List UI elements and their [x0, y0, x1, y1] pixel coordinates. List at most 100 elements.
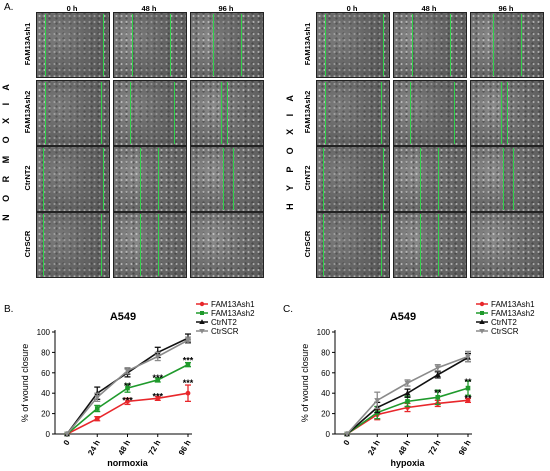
hypoxia-significance-2: **: [464, 393, 472, 403]
hypoxia-x-tick-label-4: 96 h: [457, 438, 473, 456]
normoxia-y-tick-label-1: 20: [41, 410, 50, 419]
normoxia-significance-4: ***: [183, 378, 194, 388]
hypoxia-y-tick-label-3: 60: [321, 369, 330, 378]
normoxia-y-tick-label-5: 100: [37, 328, 51, 337]
hypoxia-row-label-0: FAM13Ash1: [303, 22, 312, 66]
normoxia-micrograph-r3-c1: [113, 212, 187, 278]
normoxia-legend-marker-3: [199, 329, 205, 334]
hypoxia-legend-label-3: CtrSCR: [491, 327, 519, 336]
hypoxia-y-tick-label-4: 80: [321, 348, 330, 357]
normoxia-micrograph-r0-c0: [36, 12, 110, 78]
hypoxia-micrograph-r1-c2: [470, 80, 544, 146]
hypoxia-y-tick-label-2: 40: [321, 389, 330, 398]
hypoxia-legend-marker-3: [479, 329, 485, 334]
hypoxia-legend-marker-1: [480, 311, 484, 315]
normoxia-significance-5: ***: [183, 356, 194, 366]
hypoxia-micrograph-r0-c1: [393, 12, 467, 78]
normoxia-time-header-2: 96 h: [218, 4, 234, 13]
panel-a-label: A.: [4, 2, 14, 13]
hypoxia-time-header-2: 96 h: [498, 4, 514, 13]
hypoxia-micrograph-r2-c0: [316, 146, 390, 212]
normoxia-point-s1-p1: [94, 406, 100, 411]
normoxia-wound-closure-chart: A549 0 20 40 60 80 100 0 24 h 48 h 72 h 96 h % of wo…: [20, 300, 255, 468]
normoxia-point-s0-p4: [185, 390, 191, 396]
hypoxia-x-tick-label-2: 48 h: [396, 438, 412, 456]
hypoxia-title: A549: [390, 311, 416, 323]
normoxia-title: A549: [110, 311, 136, 323]
hypoxia-micrograph-r2-c2: [470, 146, 544, 212]
hypoxia-point-s0-p4: [465, 397, 471, 403]
hypoxia-point-s2-p3: [434, 371, 441, 378]
normoxia-micrograph-r1-c2: [190, 80, 264, 146]
hypoxia-micrograph-r3-c0: [316, 212, 390, 278]
hypoxia-micrograph-r1-c1: [393, 80, 467, 146]
normoxia-y-tick-label-4: 80: [41, 348, 50, 357]
normoxia-point-s1-p3: [155, 377, 161, 383]
normoxia-x-tick-label-2: 48 h: [116, 438, 132, 456]
hypoxia-row-label-3: CtrSCR: [303, 230, 312, 258]
normoxia-point-s1-p2: [125, 385, 130, 391]
hypoxia-micrograph-r1-c0: [316, 80, 390, 146]
normoxia-legend-marker-2: [199, 319, 205, 324]
hypoxia-point-s3-p0: [344, 431, 350, 437]
normoxia-y-tick-label-3: 60: [41, 369, 50, 378]
hypoxia-point-s3-p3: [434, 365, 441, 371]
hypoxia-legend-marker-2: [479, 319, 485, 324]
normoxia-point-s3-p0: [64, 431, 70, 437]
hypoxia-point-s3-p1: [374, 398, 381, 404]
hypoxia-significance-1: **: [464, 377, 472, 387]
normoxia-micrograph-r2-c1: [113, 146, 187, 212]
hypoxia-significance-0: **: [434, 388, 442, 398]
hypoxia-x-axis-label: hypoxia: [390, 458, 425, 468]
normoxia-micrograph-r0-c2: [190, 12, 264, 78]
normoxia-x-tick-label-4: 96 h: [177, 438, 193, 456]
normoxia-significance-3: ***: [152, 373, 163, 383]
panel-c-label: C.: [283, 304, 293, 315]
hypoxia-legend-label-0: FAM13Ash1: [491, 300, 535, 309]
hypoxia-y-tick-label-1: 20: [321, 410, 330, 419]
normoxia-x-tick-label-1: 24 h: [86, 438, 102, 456]
hypoxia-y-tick-label-5: 100: [317, 328, 331, 337]
normoxia-legend-label-0: FAM13Ash1: [211, 300, 255, 309]
hypoxia-time-header-1: 48 h: [421, 4, 437, 13]
hypoxia-y-axis-label: % of wound closure: [300, 344, 310, 423]
hypoxia-legend-label-1: FAM13Ash2: [491, 309, 535, 318]
normoxia-time-header-1: 48 h: [141, 4, 157, 13]
normoxia-micrograph-r3-c0: [36, 212, 110, 278]
normoxia-legend-label-1: FAM13Ash2: [211, 309, 255, 318]
hypoxia-label: H Y P O X I A: [285, 90, 295, 210]
normoxia-legend-label-3: CtrSCR: [211, 327, 239, 336]
hypoxia-legend-marker-0: [479, 301, 485, 307]
normoxia-legend-label-2: CtrNT2: [211, 318, 237, 327]
normoxia-point-s0-p1: [94, 416, 100, 422]
normoxia-point-s3-p1: [94, 395, 101, 401]
hypoxia-micrograph-r0-c2: [470, 12, 544, 78]
hypoxia-x-tick-label-0: 0: [342, 438, 352, 447]
normoxia-significance-0: ***: [122, 395, 133, 405]
normoxia-significance-1: **: [124, 381, 132, 391]
normoxia-time-header-0: 0 h: [66, 4, 78, 13]
hypoxia-micrograph-r0-c0: [316, 12, 390, 78]
hypoxia-micrograph-r2-c1: [393, 146, 467, 212]
hypoxia-legend-label-2: CtrNT2: [491, 318, 517, 327]
hypoxia-x-tick-label-3: 72 h: [427, 438, 443, 456]
hypoxia-row-label-1: FAM13Ash2: [303, 90, 312, 134]
hypoxia-micrograph-r3-c1: [393, 212, 467, 278]
hypoxia-row-label-2: CtrNT2: [303, 165, 312, 191]
normoxia-legend-marker-1: [200, 311, 204, 315]
normoxia-point-s0-p2: [125, 398, 130, 404]
hypoxia-point-s3-p4: [465, 354, 471, 360]
hypoxia-point-s1-p2: [405, 399, 410, 404]
normoxia-microscopy-grid: N O R M O X I A 0 h 48 h 96 h FAM13Ash1 FAM1…: [0, 0, 275, 285]
normoxia-point-s0-p3: [155, 395, 161, 401]
hypoxia-microscopy-grid: H Y P O X I A 0 h 48 h 96 h FAM13Ash1 FAM13A…: [285, 4, 544, 278]
normoxia-y-tick-label-0: 0: [46, 430, 51, 439]
panel-b-label: B.: [4, 304, 14, 315]
normoxia-x-tick-label-3: 72 h: [147, 438, 163, 456]
normoxia-micrograph-r1-c1: [113, 80, 187, 146]
normoxia-micrograph-r1-c0: [36, 80, 110, 146]
hypoxia-point-s1-p4: [465, 385, 471, 391]
normoxia-y-axis-label: % of wound closure: [20, 344, 30, 423]
hypoxia-point-s1-p3: [435, 394, 441, 400]
hypoxia-point-s3-p2: [404, 380, 411, 386]
